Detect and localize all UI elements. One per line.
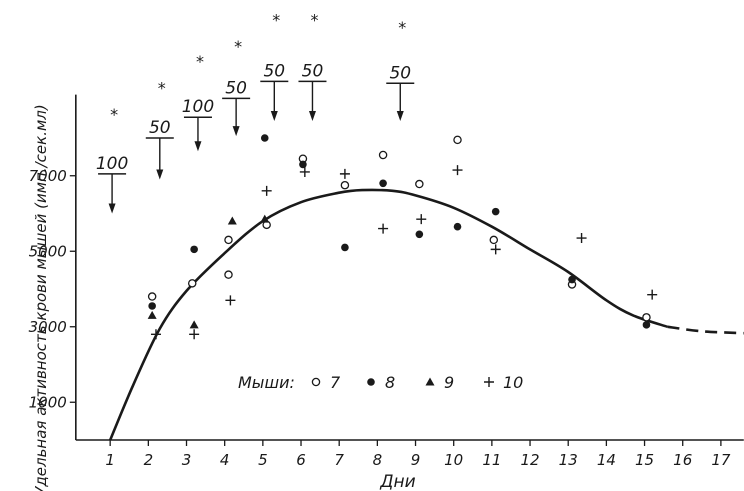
data-point-mouse-7 [378, 150, 388, 160]
data-point-mouse-10 [299, 166, 310, 177]
y-tick-label: 7000 [29, 167, 67, 185]
annotation-arrow-head [232, 126, 240, 137]
annotation-arrow-head [308, 111, 316, 122]
annotation-dose-label: 50 [263, 61, 285, 81]
y-tick-label: 5000 [29, 242, 67, 260]
annotation-dose-label: 50 [389, 63, 411, 83]
data-point-mouse-8 [260, 134, 269, 142]
annotation-dose-label: 100 [182, 97, 214, 117]
data-point-mouse-8 [453, 222, 462, 231]
x-tick-label: 16 [673, 451, 692, 469]
dose-annotations: * 100 * 50 * 100 * 50 * 50 * 50 * 50 [96, 10, 415, 214]
annotation-dose-label: 50 [149, 118, 171, 138]
annotation-star: * [234, 37, 242, 56]
x-tick-label: 3 [182, 451, 192, 469]
data-point-mouse-10 [576, 233, 587, 244]
data-point-mouse-10 [452, 165, 463, 176]
data-point-mouse-9 [147, 310, 157, 319]
data-point-mouse-7 [453, 135, 462, 145]
data-point-mouse-7 [187, 279, 197, 288]
x-tick-label: 10 [444, 451, 463, 469]
data-point-mouse-10 [378, 223, 389, 234]
legend-marker-10 [484, 377, 494, 387]
x-tick-label: 9 [411, 451, 421, 469]
x-tick-label: 1 [105, 451, 115, 469]
x-tick-label: 17 [711, 451, 731, 469]
annotation-star: * [158, 78, 166, 97]
data-point-mouse-10 [225, 295, 236, 306]
data-point-mouse-7 [340, 180, 350, 190]
data-point-mouse-8 [299, 160, 307, 169]
annotation-star: * [398, 18, 406, 37]
data-point-mouse-9 [260, 214, 270, 223]
data-point-mouse-8 [568, 275, 576, 284]
legend-marker-8 [367, 378, 375, 386]
data-point-mouse-8 [379, 179, 387, 188]
x-tick-label: 4 [220, 451, 230, 469]
data-point-mouse-8 [341, 243, 349, 252]
legend-label-8: 8 [385, 373, 395, 392]
legend-label-9: 9 [444, 373, 454, 392]
annotation-star: * [272, 10, 280, 29]
data-point-mouse-9 [189, 320, 199, 329]
data-point-mouse-10 [490, 244, 501, 255]
legend: Мыши: 7 8 9 10 [238, 373, 523, 392]
annotation-star: * [310, 10, 318, 29]
annotation-dose-label: 50 [302, 61, 324, 81]
data-point-mouse-7 [147, 292, 157, 301]
annotation-arrow-head [396, 111, 404, 122]
annotation-arrow-head [270, 111, 278, 122]
x-tick-label: 6 [296, 451, 306, 469]
annotation-star: * [110, 105, 118, 124]
annotation-dose-label: 100 [96, 154, 128, 174]
x-tick-label: 11 [482, 451, 501, 469]
data-point-mouse-8 [190, 245, 198, 254]
x-tick-label: 5 [258, 451, 268, 469]
legend-label-10: 10 [503, 373, 523, 392]
data-point-mouse-7 [224, 270, 233, 279]
annotation-dose-label: 50 [225, 78, 247, 98]
x-tick-label: 8 [373, 451, 383, 469]
data-point-mouse-10 [150, 329, 161, 340]
data-point-mouse-9 [227, 216, 237, 225]
x-tick-label: 15 [635, 451, 654, 469]
x-tick-label: 14 [597, 451, 616, 469]
axes: 1 2 3 4 5 6 7 8 9 10 11 12 13 14 15 16 17100030005000700… [29, 94, 744, 469]
data-point-mouse-10 [189, 329, 200, 340]
data-point-mouse-7 [224, 235, 233, 245]
data-points [147, 134, 658, 340]
x-tick-label: 12 [520, 451, 539, 469]
legend-title: Мыши: [238, 373, 295, 392]
data-point-mouse-10 [261, 185, 272, 196]
data-point-mouse-7 [642, 313, 651, 322]
data-point-mouse-7 [415, 179, 424, 189]
data-point-mouse-8 [415, 230, 424, 239]
data-point-mouse-8 [491, 207, 500, 216]
legend-marker-9 [425, 377, 435, 386]
data-point-mouse-10 [416, 214, 427, 225]
trend-solid [109, 188, 668, 441]
annotation-arrow-head [108, 203, 116, 214]
data-point-mouse-10 [647, 289, 658, 300]
x-tick-label: 13 [559, 451, 578, 469]
x-axis-label: Дни [379, 472, 415, 491]
x-tick-label: 7 [334, 451, 344, 469]
y-tick-label: 1000 [29, 393, 67, 411]
annotation-star: * [196, 52, 204, 71]
legend-marker-7 [311, 377, 321, 387]
annotation-arrow-head [156, 169, 164, 180]
data-point-mouse-8 [148, 302, 156, 310]
annotation-arrow-head [194, 141, 202, 152]
data-point-mouse-8 [642, 321, 651, 329]
y-tick-label: 3000 [29, 318, 67, 336]
x-tick-label: 2 [144, 451, 154, 469]
data-point-mouse-7 [489, 235, 499, 245]
trend-dashed [667, 325, 744, 335]
trend-curve [109, 188, 744, 441]
legend-label-7: 7 [330, 373, 341, 392]
y-axis-label: Удельная активность крови мышей (имп./се… [32, 104, 50, 491]
data-point-mouse-10 [339, 168, 350, 179]
